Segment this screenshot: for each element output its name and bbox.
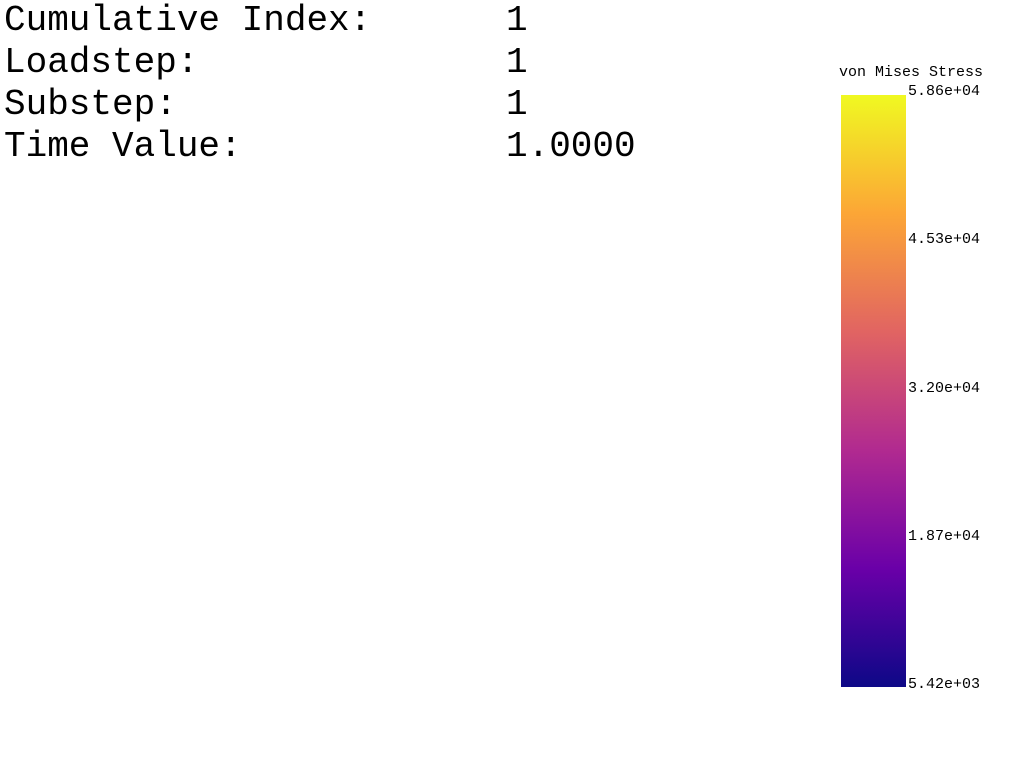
- colorbar-tick-4: 1.87e+04: [908, 528, 981, 545]
- loadstep-row: Loadstep: 1: [4, 42, 528, 84]
- colorbar-title: von Mises Stress: [839, 64, 984, 81]
- colorbar-tick-max: 5.86e+04: [908, 83, 981, 100]
- colorbar-tick-2: 4.53e+04: [908, 231, 981, 248]
- cumulative-index-row: Cumulative Index: 1: [4, 0, 528, 42]
- colorbar: [841, 95, 906, 687]
- substep-row: Substep: 1: [4, 84, 528, 126]
- cumulative-index-label: Cumulative Index:: [4, 0, 372, 41]
- time-value-row: Time Value: 1.0000: [4, 126, 636, 168]
- substep-label: Substep:: [4, 84, 177, 125]
- loadstep-label: Loadstep:: [4, 42, 199, 83]
- time-value-value: 1.0000: [506, 126, 636, 167]
- result-info-panel: Cumulative Index: 1 Loadstep: 1 Substep:…: [4, 0, 636, 168]
- loadstep-value: 1: [506, 42, 528, 83]
- cumulative-index-value: 1: [506, 0, 528, 41]
- substep-value: 1: [506, 84, 528, 125]
- colorbar-tick-3: 3.20e+04: [908, 380, 981, 397]
- time-value-label: Time Value:: [4, 126, 242, 167]
- colorbar-tick-min: 5.42e+03: [908, 676, 981, 693]
